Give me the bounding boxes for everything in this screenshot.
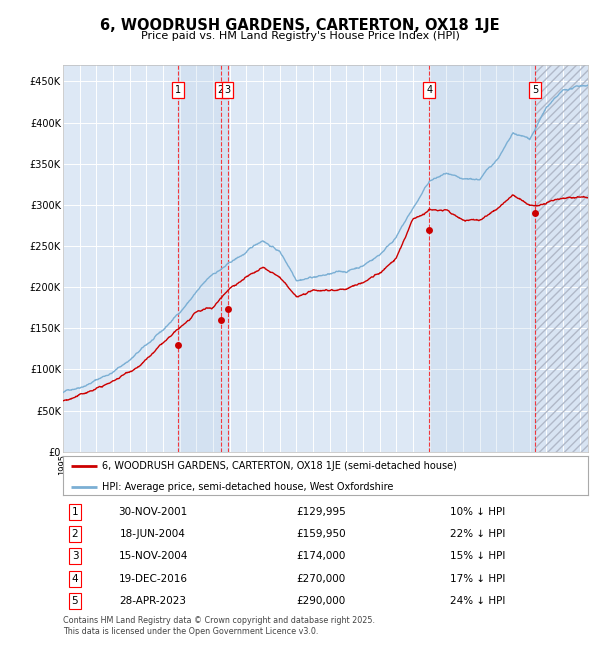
Text: 6, WOODRUSH GARDENS, CARTERTON, OX18 1JE (semi-detached house): 6, WOODRUSH GARDENS, CARTERTON, OX18 1JE… [103, 462, 457, 471]
Bar [178, 65, 227, 452]
Text: 17% ↓ HPI: 17% ↓ HPI [450, 574, 505, 584]
Text: 10% ↓ HPI: 10% ↓ HPI [450, 507, 505, 517]
Text: £129,995: £129,995 [296, 507, 346, 517]
Text: 19-DEC-2016: 19-DEC-2016 [119, 574, 187, 584]
Text: 30-NOV-2001: 30-NOV-2001 [118, 507, 188, 517]
Text: 22% ↓ HPI: 22% ↓ HPI [450, 529, 505, 539]
Text: 18-JUN-2004: 18-JUN-2004 [120, 529, 186, 539]
Text: £174,000: £174,000 [296, 551, 346, 562]
Text: 24% ↓ HPI: 24% ↓ HPI [450, 596, 505, 606]
Text: Price paid vs. HM Land Registry's House Price Index (HPI): Price paid vs. HM Land Registry's House … [140, 31, 460, 41]
Text: £159,950: £159,950 [296, 529, 346, 539]
Text: 28-APR-2023: 28-APR-2023 [119, 596, 187, 606]
Bar [535, 65, 588, 452]
Text: 15-NOV-2004: 15-NOV-2004 [118, 551, 188, 562]
Text: 2: 2 [71, 529, 79, 539]
Text: 4: 4 [71, 574, 79, 584]
Text: 4: 4 [426, 85, 432, 95]
Text: 3: 3 [71, 551, 79, 562]
Text: 2: 2 [218, 85, 224, 95]
Text: HPI: Average price, semi-detached house, West Oxfordshire: HPI: Average price, semi-detached house,… [103, 482, 394, 491]
Text: 5: 5 [71, 596, 79, 606]
Text: 3: 3 [224, 85, 230, 95]
Text: 15% ↓ HPI: 15% ↓ HPI [450, 551, 505, 562]
Text: 6, WOODRUSH GARDENS, CARTERTON, OX18 1JE: 6, WOODRUSH GARDENS, CARTERTON, OX18 1JE [100, 18, 500, 33]
Text: 1: 1 [71, 507, 79, 517]
Text: £290,000: £290,000 [296, 596, 346, 606]
Bar [429, 65, 535, 452]
Text: Contains HM Land Registry data © Crown copyright and database right 2025.
This d: Contains HM Land Registry data © Crown c… [63, 616, 375, 636]
Text: £270,000: £270,000 [296, 574, 346, 584]
Text: 1: 1 [175, 85, 181, 95]
Text: 5: 5 [532, 85, 538, 95]
